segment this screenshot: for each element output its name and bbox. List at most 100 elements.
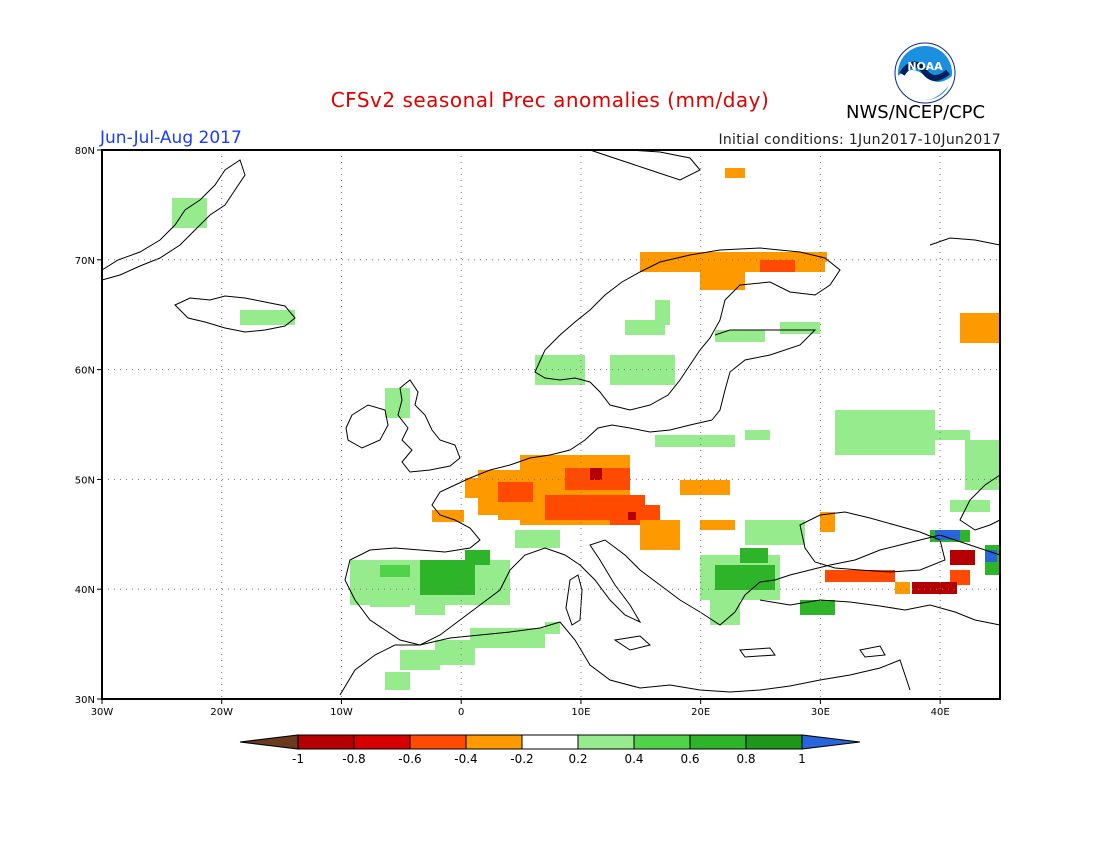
anomaly-cell: [370, 595, 410, 607]
anomaly-cell: [825, 570, 895, 582]
anomaly-cell: [640, 520, 680, 550]
colorbar-label: -0.8: [342, 752, 365, 766]
lat-tick-label: 50N: [75, 475, 95, 486]
lat-tick-label: 60N: [75, 366, 95, 377]
anomaly-cell: [655, 300, 670, 325]
lon-tick-label: 30W: [91, 707, 114, 718]
colorbar-swatch: [409, 734, 467, 750]
colorbar-swatch: [689, 734, 747, 750]
anomaly-cell: [780, 322, 820, 334]
org-label: NWS/NCEP/CPC: [846, 102, 986, 123]
anomaly-cell: [950, 500, 990, 512]
anomaly-cell: [965, 440, 1000, 490]
anomaly-cell: [172, 198, 207, 228]
anomaly-cell: [415, 600, 445, 615]
coastlines: [101, 149, 1001, 696]
lon-tick-label: 30E: [811, 707, 830, 718]
anomaly-cell: [895, 582, 910, 594]
lon-tick-label: 20E: [691, 707, 710, 718]
colorbar-swatch: [297, 734, 355, 750]
svalbard-coast: [589, 149, 701, 181]
scandinavia-coast: [534, 247, 841, 411]
noaa-logo: NOAA: [894, 42, 956, 104]
anomaly-cell: [465, 550, 490, 565]
colorbar-label: -0.4: [454, 752, 477, 766]
anomaly-cell: [380, 565, 410, 577]
chart-title: CFSv2 seasonal Prec anomalies (mm/day): [330, 88, 770, 112]
anomaly-cell: [725, 168, 745, 178]
anomaly-cell: [420, 560, 475, 595]
sicily: [613, 635, 652, 651]
baltic-east-coast: [711, 329, 817, 421]
anomaly-cell: [498, 482, 533, 502]
lon-tick-label: 20W: [210, 707, 233, 718]
anomaly-cell: [400, 650, 440, 670]
anomaly-cells: [172, 168, 1000, 690]
corsica-sardinia: [565, 574, 583, 626]
anomaly-cell: [935, 430, 970, 440]
lon-tick-label: 0: [458, 707, 464, 718]
anomaly-cell: [700, 520, 735, 530]
anomaly-cell: [912, 582, 957, 594]
anomaly-cell: [950, 570, 970, 585]
colorbar-label: 1: [798, 752, 806, 766]
anomaly-cell: [640, 252, 825, 272]
colorbar-swatch: [465, 734, 523, 750]
map-frame: [101, 149, 1001, 700]
north-africa-coast: [339, 621, 911, 696]
colorbar-swatch: [633, 734, 691, 750]
anomaly-cell: [820, 512, 835, 532]
continental-coast: [344, 419, 1001, 646]
great-britain-coast: [397, 379, 461, 473]
iceland-coast: [174, 295, 296, 333]
ireland-coast: [345, 404, 389, 449]
colorbar-swatch: [521, 734, 579, 750]
colorbar: -1 -0.8 -0.6 -0.4 -0.2 0.2 0.4 0.6 0.8 1: [239, 734, 861, 766]
colorbar-label: -0.2: [510, 752, 533, 766]
anomaly-cell: [950, 550, 975, 565]
anomaly-cell: [515, 530, 560, 548]
cyprus: [859, 645, 886, 658]
anomaly-cell: [935, 530, 960, 540]
anomaly-cell: [470, 628, 545, 648]
colorbar-swatch: [745, 734, 803, 750]
anomaly-cell: [715, 330, 765, 342]
lat-tick-label: 80N: [75, 146, 95, 157]
anomaly-cell: [628, 512, 636, 520]
lat-tick-label: 30N: [75, 695, 95, 706]
black-sea-coast: [799, 511, 946, 573]
colorbar-swatch: [353, 734, 411, 750]
east-boundary-coast: [959, 474, 1001, 531]
colorbar-label: 0.8: [736, 752, 755, 766]
map-axes: 30N 40N 50N 60N 70N 80N 30W 20W 10W 0 10E 20E 30E 40E: [75, 146, 950, 718]
anomaly-cell: [740, 548, 768, 563]
anomaly-cell: [498, 498, 538, 520]
anomaly-cell: [760, 260, 795, 272]
anomaly-cell: [745, 430, 770, 440]
anomaly-cell: [745, 520, 805, 545]
lat-tick-label: 40N: [75, 585, 95, 596]
anomaly-cell: [800, 600, 835, 615]
period-label: Jun-Jul-Aug 2017: [100, 128, 242, 148]
colorbar-label: -1: [292, 752, 304, 766]
lon-tick-label: 10E: [571, 707, 590, 718]
colorbar-arrow-right: [801, 734, 861, 750]
anomaly-cell: [432, 510, 464, 522]
anomaly-cell: [385, 672, 410, 690]
anomaly-cell: [385, 388, 410, 418]
nova-zembla-coast: [929, 237, 1001, 246]
lon-tick-label: 10W: [330, 707, 353, 718]
colorbar-label: 0.2: [568, 752, 587, 766]
anomaly-cell: [655, 435, 735, 447]
crete: [739, 647, 776, 658]
anomaly-cell: [835, 410, 935, 455]
anomaly-cell: [715, 565, 775, 590]
colorbar-label: -0.6: [398, 752, 421, 766]
svg-text:NOAA: NOAA: [907, 60, 943, 73]
anomaly-cell: [960, 313, 1000, 343]
colorbar-label: 0.6: [680, 752, 699, 766]
colorbar-arrow-left: [239, 734, 299, 750]
anomaly-cell: [680, 480, 730, 495]
anomaly-cell: [700, 272, 745, 290]
